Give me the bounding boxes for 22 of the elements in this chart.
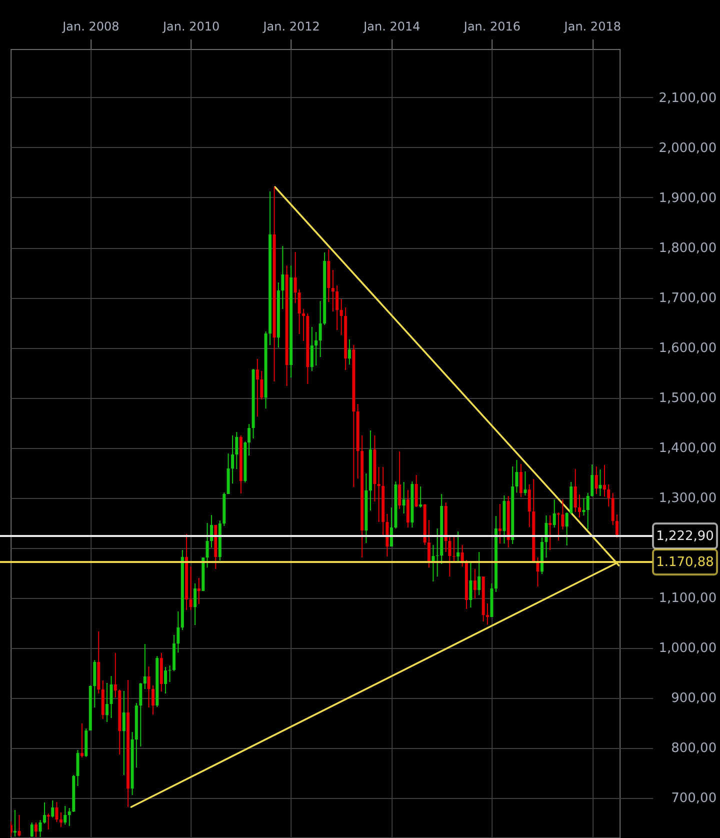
ref-line-label: 1.170,88: [656, 555, 714, 570]
y-tick-label: 1,000,00: [658, 641, 717, 656]
y-tick-label: 1,600,00: [658, 341, 717, 356]
y-tick-label: 900,00: [671, 691, 717, 706]
y-tick-label: 1,500,00: [658, 391, 717, 406]
ref-line-label: 1,222,90: [656, 529, 714, 544]
y-tick-label: 1,100,00: [658, 591, 717, 606]
y-tick-label: 1,300,00: [658, 491, 717, 506]
y-tick-label: 700,00: [671, 791, 717, 806]
x-tick-label: Jan. 2012: [262, 20, 320, 34]
y-tick-label: 1,400,00: [658, 441, 717, 456]
y-tick-label: 1,700,00: [658, 291, 717, 306]
x-tick-label: Jan. 2018: [563, 20, 621, 34]
x-tick-label: Jan. 2014: [362, 20, 420, 34]
y-tick-label: 1,800,00: [658, 241, 717, 256]
x-tick-label: Jan. 2016: [462, 20, 521, 34]
y-tick-label: 1,900,00: [658, 191, 717, 206]
y-tick-label: 2,000,00: [658, 141, 717, 156]
x-tick-label: Jan. 2008: [62, 20, 120, 34]
x-tick-label: Jan. 2010: [162, 20, 220, 34]
y-tick-label: 2,100,00: [658, 91, 717, 106]
y-tick-label: 800,00: [671, 741, 717, 756]
